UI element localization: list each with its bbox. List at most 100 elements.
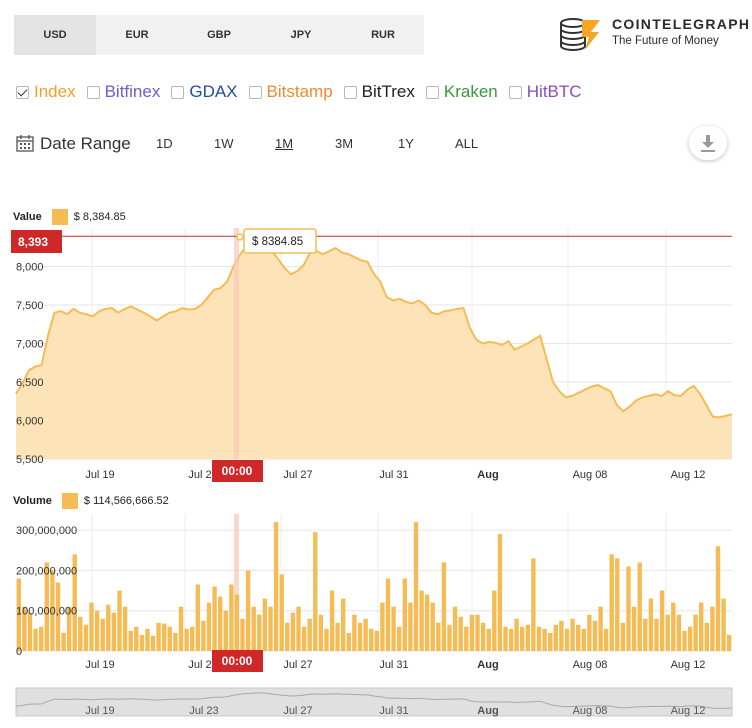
volume-bar [83,624,89,651]
volume-bar [346,632,351,651]
volume-crosshair-time-label: 00:00 [222,654,253,668]
volume-bar [78,616,83,652]
volume-bar [687,626,693,651]
price-y-tick-label: 6,500 [16,377,44,389]
price-tooltip-text: $ 8384.85 [252,236,303,248]
exchange-label: Kraken [443,82,498,101]
exchange-gdax[interactable]: GDAX [171,82,238,102]
range-button-1m[interactable]: 1M [275,136,294,151]
currency-tab-usd[interactable]: USD [14,15,96,55]
volume-bar [436,622,441,651]
volume-bar [279,574,284,651]
price-x-tick-label: Jul 19 [85,469,114,481]
volume-bar [245,570,251,651]
volume-bar [665,614,670,651]
volume-bar [369,628,374,651]
volume-bar [150,635,156,651]
exchange-label: Bitfinex [104,82,161,101]
volume-bar [570,618,575,651]
volume-bar [89,602,94,651]
volume-bar [397,626,402,651]
range-button-all[interactable]: ALL [455,136,479,151]
volume-bar [637,562,642,651]
volume-legend-title: Volume [13,495,52,507]
volume-bar [385,578,391,651]
volume-bar [508,628,514,651]
exchange-bittrex[interactable]: BitTrex [343,82,415,102]
exchange-checkbox[interactable] [248,85,262,99]
exchange-label: Index [34,82,76,101]
volume-bar [313,532,318,651]
price-hover-point [236,233,244,241]
volume-bar [195,584,200,651]
volume-bar [201,620,206,651]
volume-bar [430,602,435,651]
currency-tab-gbp[interactable]: GBP [207,29,231,41]
volume-bar [374,630,379,651]
range-button-1w[interactable]: 1W [214,136,234,151]
volume-bar [413,522,419,651]
exchange-checkbox[interactable] [343,85,357,99]
volume-bar [419,590,424,651]
exchange-bitstamp[interactable]: Bitstamp [248,82,333,102]
volume-bar [162,623,167,651]
currency-tab-rur[interactable]: RUR [371,29,395,41]
navigator-scrollbar[interactable] [15,687,733,717]
volume-bar [212,586,217,651]
volume-bar [721,598,726,651]
volume-bar [16,578,21,651]
range-button-1y[interactable]: 1Y [398,136,414,151]
download-button[interactable] [689,126,727,160]
volume-bar [464,626,469,651]
exchange-checkbox[interactable] [425,85,439,99]
brand-tagline: The Future of Money [612,35,719,47]
volume-bar [167,626,172,651]
volume-bar [469,614,475,651]
price-y-tick-label: 7,500 [16,300,44,312]
volume-bar [324,628,329,651]
price-crosshair-time-label: 00:00 [222,464,253,478]
volume-bar [576,624,581,651]
currency-tab-eur[interactable]: EUR [125,29,149,41]
volume-bar [229,584,234,651]
volume-bar [408,602,413,651]
volume-bar [307,618,312,651]
volume-bar [715,546,721,651]
exchange-index[interactable]: Index [16,82,76,102]
volume-bar [134,626,139,651]
exchange-bitfinex[interactable]: Bitfinex [86,82,161,102]
exchange-label: BitTrex [361,82,415,101]
volume-bar [654,618,659,651]
price-crosshair-label-bg [11,230,62,253]
price-x-tick-label: Jul 2 [188,469,211,481]
volume-bar [553,624,558,651]
volume-bar [525,624,530,651]
price-y-tick-label: 5,500 [16,454,44,466]
volume-bar [33,628,38,651]
volume-bar [190,626,195,651]
volume-bar [318,614,324,651]
calendar-icon [16,135,34,152]
volume-bar [296,606,301,651]
price-line [15,235,733,419]
exchange-label: GDAX [189,82,238,101]
exchange-checkbox[interactable] [86,85,100,99]
volume-bar [609,554,614,651]
exchange-hitbtc[interactable]: HitBTC [508,82,582,102]
exchange-checkbox[interactable] [171,85,185,99]
volume-bar [447,624,452,651]
volume-bar [475,614,480,651]
exchange-kraken[interactable]: Kraken [425,82,498,102]
volume-bar [727,634,732,651]
currency-tab-jpy[interactable]: JPY [290,29,312,41]
price-crosshair-label: 8,393 [18,235,48,249]
range-button-3m[interactable]: 3M [335,136,354,151]
volume-bar [94,610,100,651]
volume-legend: Volume $ 114,566,666.52 [13,493,169,509]
exchange-checkbox[interactable] [16,85,29,99]
volume-bar [486,628,491,651]
volume-y-tick-label: 200,000,000 [16,565,77,577]
exchange-checkbox[interactable] [508,85,522,99]
range-button-1d[interactable]: 1D [156,136,173,151]
